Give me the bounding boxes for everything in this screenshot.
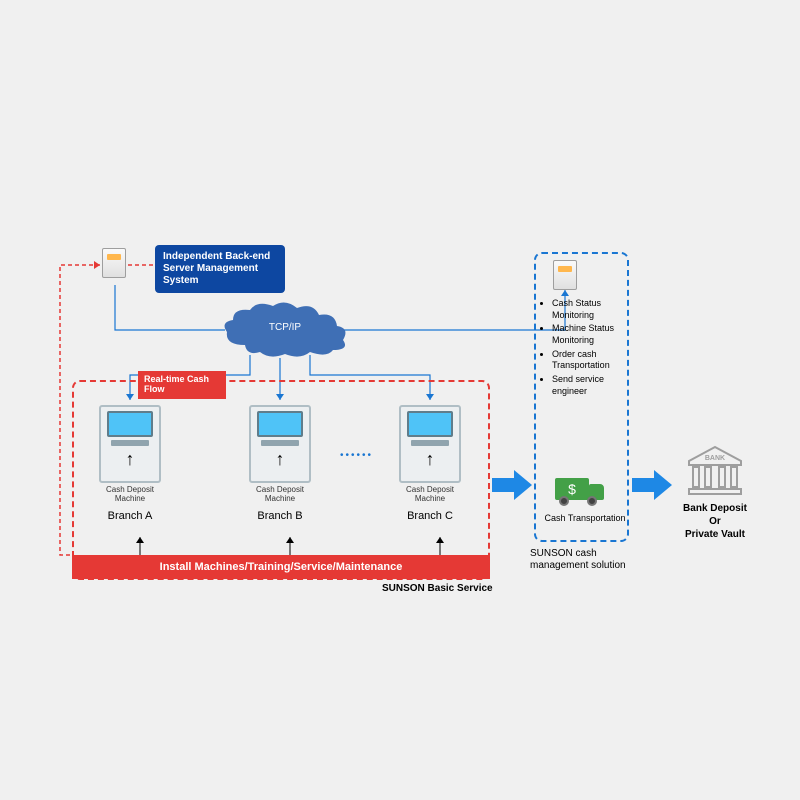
cloud-icon: TCP/IP [215,300,355,360]
bullet-3: Order cash Transportation [552,349,628,372]
ellipsis-dots: •••••• [340,450,373,461]
branch-b-label: Branch B [245,510,315,522]
realtime-tag: Real-time Cash Flow [138,371,226,399]
atm-c: ↑ Cash Deposit Machine Branch C [395,405,465,522]
basic-service-label: SUNSON Basic Service [382,583,493,594]
realtime-tag-text: Real-time Cash Flow [144,374,209,394]
bank-label: Bank Deposit Or Private Vault [675,502,755,541]
bullet-4: Send service engineer [552,374,628,397]
bank-label-2: Or [675,515,755,528]
backend-label-box: Independent Back-end Server Management S… [155,245,285,293]
atm-b-label: Cash Deposit Machine [245,486,315,504]
atm-a-label: Cash Deposit Machine [95,486,165,504]
monitoring-bullets: Cash Status Monitoring Machine Status Mo… [542,298,628,400]
atm-c-label: Cash Deposit Machine [395,486,465,504]
bullet-1: Cash Status Monitoring [552,298,628,321]
atm-a: ↑ Cash Deposit Machine Branch A [95,405,165,522]
bank-label-3: Private Vault [675,528,755,541]
diagram-canvas: Independent Back-end Server Management S… [0,0,800,800]
branch-c-label: Branch C [395,510,465,522]
backend-label-text: Independent Back-end Server Management S… [163,251,270,286]
atm-b: ↑ Cash Deposit Machine Branch B [245,405,315,522]
install-bar: Install Machines/Training/Service/Mainte… [72,555,490,579]
svg-text:BANK: BANK [705,455,725,462]
bank-icon: BANK [675,445,755,497]
cloud-label: TCP/IP [215,322,355,333]
truck-label: Cash Transportation [540,513,630,523]
bullet-2: Machine Status Monitoring [552,323,628,346]
install-bar-text: Install Machines/Training/Service/Mainte… [160,561,403,573]
branch-a-label: Branch A [95,510,165,522]
server-icon-right [553,260,577,290]
arrow-to-bank [632,470,672,505]
server-icon-left [102,248,126,278]
bank-label-1: Bank Deposit [675,502,755,515]
truck-icon: $ [555,478,605,508]
solution-label: SUNSON cash management solution [530,548,635,572]
arrow-to-solution [492,470,532,505]
